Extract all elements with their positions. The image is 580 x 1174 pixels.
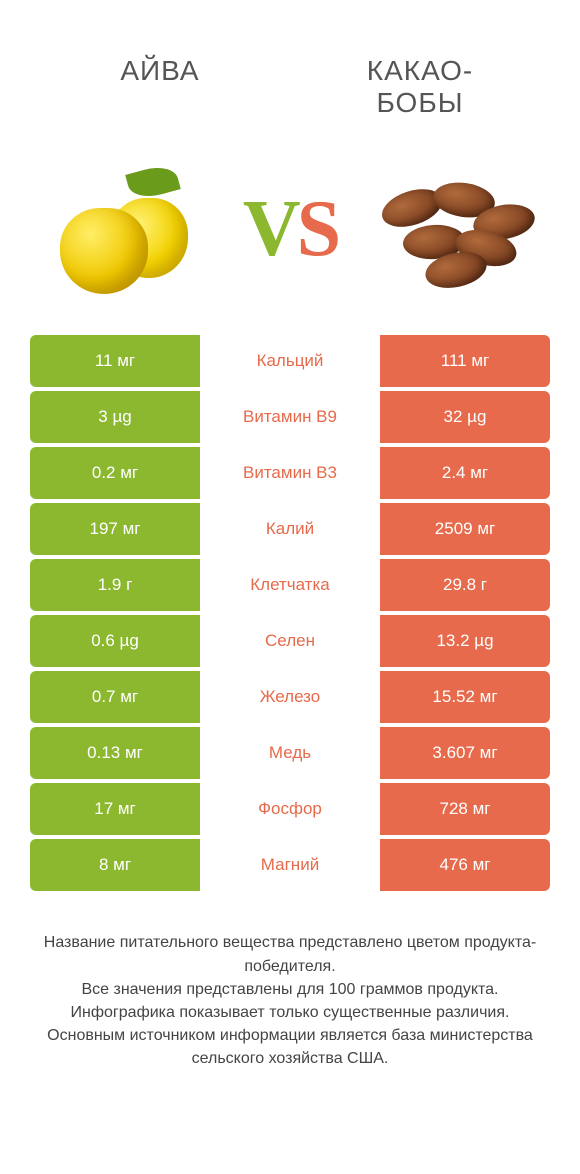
value-right: 111 мг — [380, 335, 550, 387]
footnote-line: Основным источником информации является … — [28, 1024, 552, 1070]
footnote-line: Все значения представлены для 100 граммо… — [28, 978, 552, 1001]
value-left: 8 мг — [30, 839, 200, 891]
nutrient-name: Медь — [200, 727, 380, 779]
quince-icon — [50, 164, 200, 294]
title-right: КАКАО-БОБЫ — [310, 55, 530, 119]
table-row: 0.2 мгВитамин B32.4 мг — [30, 447, 550, 499]
nutrient-name: Калий — [200, 503, 380, 555]
table-row: 197 мгКалий2509 мг — [30, 503, 550, 555]
nutrient-name: Клетчатка — [200, 559, 380, 611]
value-right: 15.52 мг — [380, 671, 550, 723]
vs-v: V — [243, 185, 297, 273]
cacao-beans-icon — [375, 169, 535, 289]
table-row: 17 мгФосфор728 мг — [30, 783, 550, 835]
title-left: АЙВА — [50, 55, 270, 119]
table-row: 0.7 мгЖелезо15.52 мг — [30, 671, 550, 723]
nutrient-name: Железо — [200, 671, 380, 723]
titles-row: АЙВА КАКАО-БОБЫ — [0, 0, 580, 139]
comparison-table: 11 мгКальций111 мг3 µgВитамин B932 µg0.2… — [0, 329, 580, 895]
value-left: 11 мг — [30, 335, 200, 387]
value-left: 197 мг — [30, 503, 200, 555]
value-right: 2.4 мг — [380, 447, 550, 499]
vs-s: S — [297, 185, 338, 273]
table-row: 0.13 мгМедь3.607 мг — [30, 727, 550, 779]
footnote: Название питательного вещества представл… — [0, 895, 580, 1070]
table-row: 0.6 µgСелен13.2 µg — [30, 615, 550, 667]
hero-row: VS — [0, 139, 580, 329]
nutrient-name: Фосфор — [200, 783, 380, 835]
value-left: 3 µg — [30, 391, 200, 443]
value-right: 2509 мг — [380, 503, 550, 555]
footnote-line: Название питательного вещества представл… — [28, 931, 552, 977]
footnote-line: Инфографика показывает только существенн… — [28, 1001, 552, 1024]
value-left: 0.13 мг — [30, 727, 200, 779]
value-left: 0.7 мг — [30, 671, 200, 723]
table-row: 8 мгМагний476 мг — [30, 839, 550, 891]
nutrient-name: Витамин B3 — [200, 447, 380, 499]
table-row: 3 µgВитамин B932 µg — [30, 391, 550, 443]
infographic-root: АЙВА КАКАО-БОБЫ VS 11 мгКальций111 мг3 µ… — [0, 0, 580, 1174]
table-row: 11 мгКальций111 мг — [30, 335, 550, 387]
value-right: 13.2 µg — [380, 615, 550, 667]
value-right: 476 мг — [380, 839, 550, 891]
value-right: 3.607 мг — [380, 727, 550, 779]
value-right: 32 µg — [380, 391, 550, 443]
value-left: 1.9 г — [30, 559, 200, 611]
value-right: 728 мг — [380, 783, 550, 835]
nutrient-name: Селен — [200, 615, 380, 667]
nutrient-name: Магний — [200, 839, 380, 891]
value-left: 0.6 µg — [30, 615, 200, 667]
nutrient-name: Витамин B9 — [200, 391, 380, 443]
vs-label: VS — [243, 184, 337, 275]
value-right: 29.8 г — [380, 559, 550, 611]
value-left: 17 мг — [30, 783, 200, 835]
product-left-image — [40, 159, 210, 299]
product-right-image — [370, 159, 540, 299]
nutrient-name: Кальций — [200, 335, 380, 387]
value-left: 0.2 мг — [30, 447, 200, 499]
table-row: 1.9 гКлетчатка29.8 г — [30, 559, 550, 611]
